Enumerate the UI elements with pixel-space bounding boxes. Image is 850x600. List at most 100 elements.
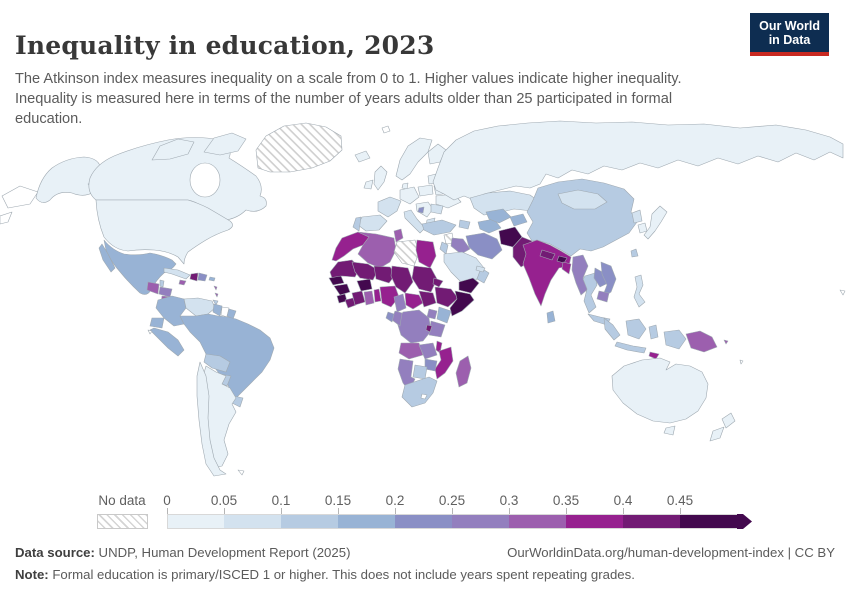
country-indonesia-sulawesi[interactable] [648, 324, 659, 340]
country-haiti[interactable] [189, 272, 199, 282]
country-portugal[interactable] [352, 216, 362, 232]
country-madagascar[interactable] [455, 355, 472, 388]
country-tasmania[interactable] [663, 425, 676, 436]
country-egypt[interactable] [415, 239, 437, 269]
country-lesser-antilles1[interactable] [213, 285, 218, 291]
legend-bin-3[interactable] [281, 514, 338, 529]
country-norway-sweden[interactable] [395, 137, 433, 181]
country-peru[interactable] [149, 327, 185, 357]
legend-bin-9[interactable] [623, 514, 680, 529]
country-venezuela[interactable] [183, 297, 216, 317]
legend-bin-2[interactable] [224, 514, 281, 529]
country-south-africa[interactable] [401, 376, 438, 408]
country-burkina-faso[interactable] [356, 278, 373, 292]
country-senegal[interactable] [328, 275, 345, 286]
country-lesser-antilles2[interactable] [214, 292, 219, 298]
legend-bin-5[interactable] [395, 514, 452, 529]
country-cote-divoire[interactable] [351, 290, 366, 306]
legend-bin-4[interactable] [338, 514, 395, 529]
country-italy[interactable] [403, 209, 426, 234]
country-guatemala[interactable] [146, 281, 160, 295]
country-eritrea[interactable] [432, 277, 444, 288]
country-sri-lanka[interactable] [546, 310, 556, 324]
country-cuba[interactable] [163, 267, 191, 280]
country-lesotho[interactable] [420, 393, 428, 400]
country-new-zealand-north[interactable] [721, 412, 736, 429]
country-france[interactable] [377, 196, 402, 218]
country-spain[interactable] [357, 214, 388, 232]
country-mongolia[interactable] [557, 189, 608, 210]
country-cameroon[interactable] [393, 293, 407, 313]
country-trinidad[interactable] [212, 299, 219, 306]
owid-logo[interactable]: Our World in Data [750, 13, 829, 56]
country-togo-benin[interactable] [373, 288, 382, 303]
country-yemen[interactable] [458, 277, 480, 294]
country-iceland[interactable] [354, 150, 371, 163]
country-philippines[interactable] [633, 274, 646, 308]
country-zambia[interactable] [418, 342, 438, 360]
country-tanzania[interactable] [428, 320, 446, 338]
country-cambodia[interactable] [596, 290, 610, 303]
country-canada-arctic-island2[interactable] [203, 132, 247, 156]
country-zimbabwe[interactable] [424, 358, 438, 372]
country-gabon[interactable] [385, 311, 395, 323]
country-ghana[interactable] [363, 290, 375, 306]
country-balkans[interactable] [415, 201, 434, 218]
country-japan[interactable] [643, 205, 668, 240]
country-ireland[interactable] [363, 179, 374, 190]
country-mozambique[interactable] [434, 346, 454, 380]
country-iraq[interactable] [450, 237, 471, 255]
country-dr-congo[interactable] [396, 309, 432, 344]
country-australia[interactable] [611, 357, 709, 424]
country-indonesia-borneo[interactable] [625, 318, 647, 340]
country-bangladesh[interactable] [561, 261, 572, 275]
country-indonesia-sumatra[interactable] [603, 317, 621, 341]
legend-bin-10[interactable] [680, 514, 737, 529]
country-russia[interactable] [432, 120, 844, 201]
country-uzbekistan[interactable] [485, 208, 512, 224]
country-mexico-baja[interactable] [98, 243, 116, 273]
country-solomon-islands[interactable] [723, 339, 729, 345]
country-united-kingdom[interactable] [373, 165, 388, 191]
country-ecuador[interactable] [149, 317, 165, 329]
country-taiwan[interactable] [630, 248, 639, 258]
country-central-african-republic[interactable] [404, 292, 424, 310]
country-angola[interactable] [398, 342, 424, 360]
country-dominican-republic[interactable] [197, 272, 208, 282]
country-south-sudan[interactable] [418, 290, 437, 308]
country-saudi-arabia[interactable] [443, 251, 485, 284]
country-south-korea[interactable] [637, 222, 648, 234]
country-honduras[interactable] [158, 286, 173, 298]
country-north-korea[interactable] [631, 209, 643, 224]
country-jamaica[interactable] [178, 279, 187, 286]
country-romania[interactable] [430, 203, 444, 215]
legend-bin-1[interactable] [167, 514, 224, 529]
country-botswana[interactable] [412, 364, 428, 380]
country-poland[interactable] [417, 184, 434, 197]
country-bosnia[interactable] [417, 206, 425, 214]
country-iran[interactable] [465, 232, 503, 260]
legend-bin-6[interactable] [452, 514, 509, 529]
country-caucasus[interactable] [458, 219, 471, 230]
country-congo[interactable] [391, 310, 403, 327]
country-libya[interactable] [393, 239, 420, 267]
country-bolivia[interactable] [203, 353, 231, 373]
country-kenya[interactable] [436, 306, 452, 324]
country-timor-leste[interactable] [648, 351, 660, 360]
country-indonesia-java[interactable] [614, 341, 647, 354]
country-tunisia[interactable] [393, 228, 404, 243]
country-canada-arctic-island1[interactable] [151, 138, 195, 161]
country-uae[interactable] [475, 265, 486, 273]
country-uganda[interactable] [426, 308, 438, 320]
country-germany-central-europe[interactable] [399, 186, 420, 205]
country-turkey[interactable] [421, 219, 457, 236]
country-ethiopia[interactable] [434, 286, 459, 308]
country-denmark[interactable] [401, 182, 409, 190]
country-papua-new-guinea[interactable] [685, 330, 718, 353]
citation-link[interactable]: OurWorldinData.org/human-development-ind… [507, 545, 835, 560]
country-kyrgyzstan-tajikistan[interactable] [509, 213, 528, 227]
country-puerto-rico[interactable] [208, 276, 216, 282]
country-new-zealand-south[interactable] [709, 426, 725, 442]
country-guyana[interactable] [212, 303, 223, 317]
country-brazil[interactable] [179, 313, 275, 399]
